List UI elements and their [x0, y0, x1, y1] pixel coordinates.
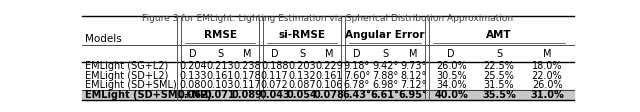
Text: EMLight (SG+L2): EMLight (SG+L2) [85, 61, 168, 71]
Text: 0.133: 0.133 [179, 71, 207, 81]
Text: 31.5%: 31.5% [484, 80, 515, 90]
Text: 6.43°: 6.43° [342, 90, 371, 100]
Text: AMT: AMT [486, 30, 512, 40]
Text: 6.95°: 6.95° [399, 90, 428, 100]
Text: 9.42°: 9.42° [372, 61, 398, 71]
Text: S: S [496, 48, 502, 59]
Text: 0.203: 0.203 [288, 61, 316, 71]
Text: 40.0%: 40.0% [435, 90, 468, 100]
Text: 22.5%: 22.5% [484, 61, 515, 71]
Text: 0.204: 0.204 [179, 61, 207, 71]
Text: 0.087: 0.087 [288, 80, 316, 90]
Text: 9.18°: 9.18° [344, 61, 370, 71]
Text: M: M [325, 48, 333, 59]
Text: 7.12°: 7.12° [400, 80, 426, 90]
Text: 8.12°: 8.12° [400, 71, 426, 81]
Text: S: S [217, 48, 223, 59]
Text: M: M [543, 48, 551, 59]
Text: Angular Error: Angular Error [346, 30, 425, 40]
Text: 0.188: 0.188 [261, 61, 289, 71]
Text: 0.072: 0.072 [261, 80, 289, 90]
Text: 0.213: 0.213 [206, 61, 234, 71]
Text: si-RMSE: si-RMSE [278, 30, 326, 40]
Text: 18.0%: 18.0% [532, 61, 563, 71]
Text: 0.106: 0.106 [316, 80, 343, 90]
Text: D: D [447, 48, 455, 59]
Text: 0.178: 0.178 [234, 71, 261, 81]
Text: 35.5%: 35.5% [483, 90, 516, 100]
Text: 6.61°: 6.61° [371, 90, 399, 100]
Text: D: D [189, 48, 196, 59]
Bar [83, 90, 573, 100]
Text: 0.132: 0.132 [288, 71, 316, 81]
Text: 0.103: 0.103 [206, 80, 234, 90]
Text: 0.238: 0.238 [234, 61, 261, 71]
Text: Models: Models [85, 34, 122, 44]
Text: 31.0%: 31.0% [530, 90, 564, 100]
Text: D: D [271, 48, 278, 59]
Text: 0.078: 0.078 [314, 90, 345, 100]
Text: 7.60°: 7.60° [344, 71, 370, 81]
Text: 6.98°: 6.98° [372, 80, 398, 90]
Text: 30.5%: 30.5% [436, 71, 467, 81]
Text: 34.0%: 34.0% [436, 80, 467, 90]
Text: M: M [243, 48, 252, 59]
Text: 6.78°: 6.78° [344, 80, 370, 90]
Text: 22.0%: 22.0% [532, 71, 563, 81]
Text: 0.117: 0.117 [234, 80, 261, 90]
Text: RMSE: RMSE [204, 30, 237, 40]
Text: EMLight (SD+SML+NP): EMLight (SD+SML+NP) [85, 90, 212, 100]
Text: 0.054: 0.054 [287, 90, 317, 100]
Text: 0.089: 0.089 [232, 90, 263, 100]
Text: 0.229: 0.229 [316, 61, 343, 71]
Text: 0.161: 0.161 [316, 71, 343, 81]
Text: 0.117: 0.117 [261, 71, 289, 81]
Text: Figure 3 for EMLight: Lighting Estimation via Spherical Distribution Approximati: Figure 3 for EMLight: Lighting Estimatio… [143, 14, 513, 23]
Text: D: D [353, 48, 361, 59]
Text: 7.88°: 7.88° [372, 71, 398, 81]
Text: 25.5%: 25.5% [484, 71, 515, 81]
Text: EMLight (SD+L2): EMLight (SD+L2) [85, 71, 168, 81]
Text: 0.080: 0.080 [179, 80, 207, 90]
Text: 0.161: 0.161 [206, 71, 234, 81]
Text: EMLight (SD+SML): EMLight (SD+SML) [85, 80, 177, 90]
Text: S: S [382, 48, 388, 59]
Text: 0.043: 0.043 [259, 90, 290, 100]
Text: S: S [299, 48, 305, 59]
Text: 26.0%: 26.0% [436, 61, 467, 71]
Text: 9.73°: 9.73° [400, 61, 426, 71]
Text: 0.062: 0.062 [177, 90, 208, 100]
Text: 26.0%: 26.0% [532, 80, 563, 90]
Text: 0.071: 0.071 [205, 90, 236, 100]
Text: M: M [409, 48, 417, 59]
